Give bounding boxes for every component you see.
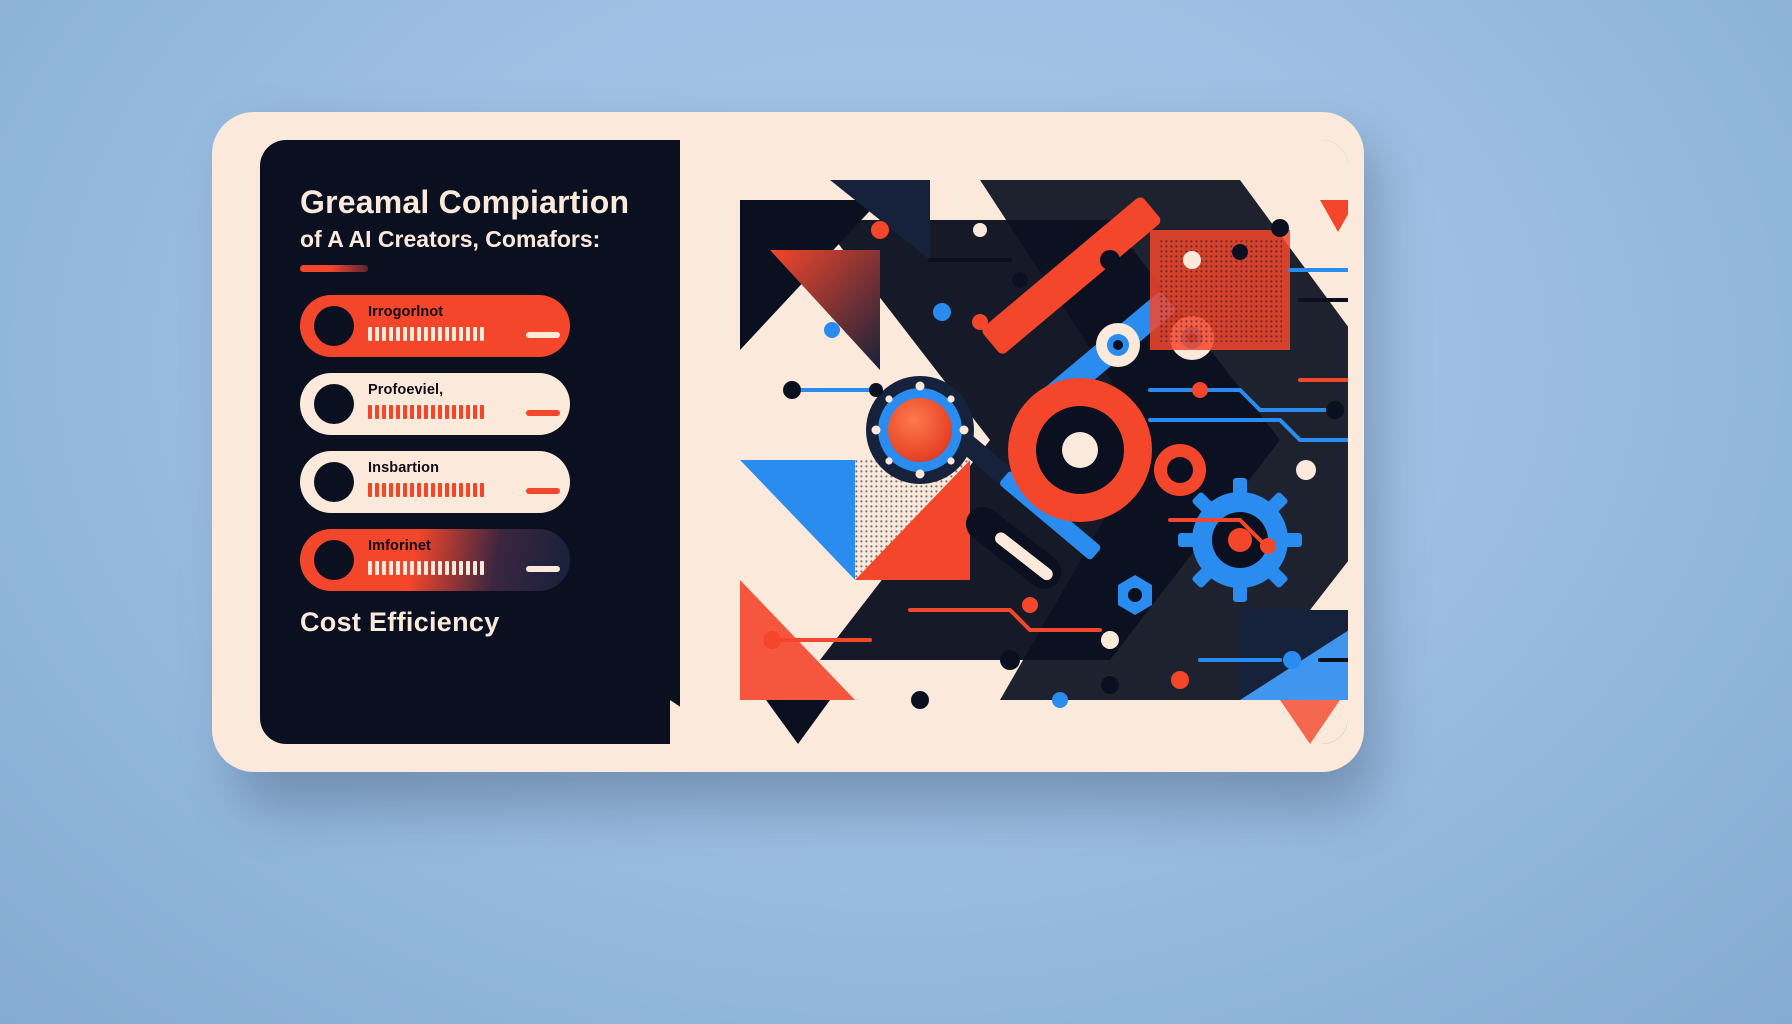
metric-label: Imforinet: [368, 537, 431, 554]
toggle-knob-icon[interactable]: [314, 539, 354, 580]
list-item[interactable]: Imforinet: [300, 528, 570, 591]
metric-bar-gauge: [368, 483, 554, 498]
metric-bar-tail: [526, 331, 560, 338]
toggle-knob-icon[interactable]: [314, 305, 354, 346]
toggle-knob-icon[interactable]: [314, 383, 354, 424]
metric-bar-gauge: [368, 327, 554, 342]
metric-bar-gauge: [368, 561, 554, 576]
dark-panel: Greamal Compiartion of A AI Creators, Co…: [260, 140, 1348, 744]
list-item[interactable]: Insbartion: [300, 450, 570, 513]
metric-label: Insbartion: [368, 459, 440, 476]
list-item[interactable]: Profoeviel,: [300, 372, 570, 435]
list-item[interactable]: Irrogorlnot: [300, 294, 570, 357]
metric-bar-tail: [526, 487, 560, 494]
comparison-card: Greamal Compiartion of A AI Creators, Co…: [212, 112, 1364, 772]
abstract-tech-illustration: [680, 140, 1348, 744]
page-title: Greamal Compiartion: [300, 184, 630, 220]
title-divider: [300, 264, 368, 272]
metric-label: Profoeviel,: [368, 381, 444, 398]
page-subtitle: of A AI Creators, Comafors:: [300, 225, 601, 252]
metric-bar-tail: [526, 409, 560, 416]
metric-bar-tail: [526, 565, 560, 572]
metric-bar-gauge: [368, 405, 554, 420]
metric-label: Irrogorlnot: [368, 303, 444, 320]
metric-list: Irrogorlnot Profoeviel,: [300, 294, 660, 591]
toggle-knob-icon[interactable]: [314, 461, 354, 502]
footer-label: Cost Efficiency: [300, 606, 500, 637]
left-content-column: Greamal Compiartion of A AI Creators, Co…: [300, 184, 660, 726]
